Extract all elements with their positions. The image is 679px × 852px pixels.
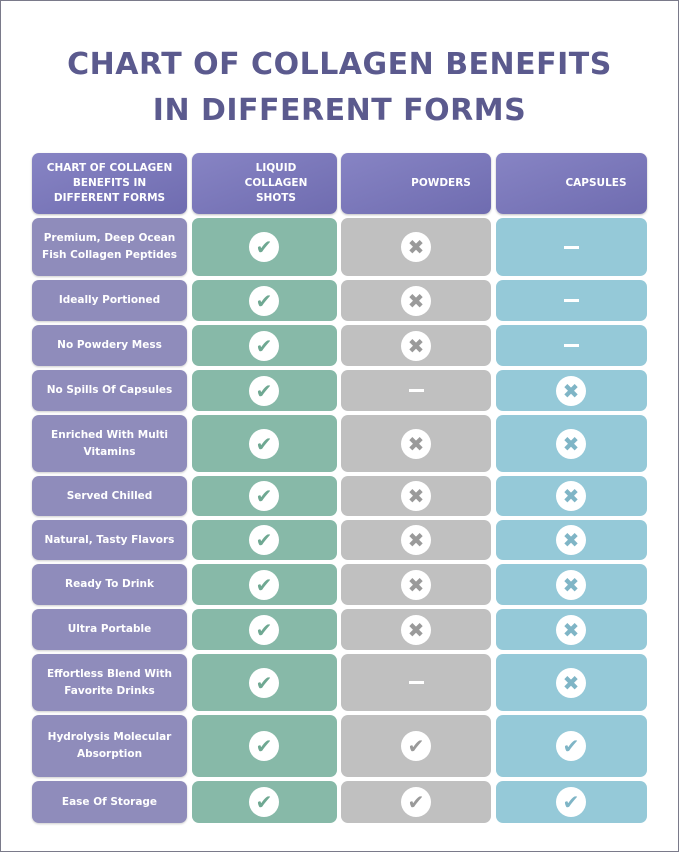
cross-icon: ✖ [401, 481, 431, 511]
cell-powders: ✖ [341, 476, 491, 516]
row-label: Served Chilled [32, 476, 187, 516]
dash-icon [563, 344, 579, 347]
row-label: Ultra Portable [32, 609, 187, 650]
cell-capsules [495, 218, 647, 276]
cell-capsules: ✔ [495, 781, 647, 823]
row-label: No Powdery Mess [32, 325, 187, 366]
cell-liquid: ✔ [191, 280, 337, 321]
cell-capsules: ✖ [495, 564, 647, 605]
cell-powders: ✖ [341, 415, 491, 472]
cell-capsules: ✖ [495, 415, 647, 472]
page-title: CHART OF COLLAGEN BENEFITS IN DIFFERENT … [0, 42, 679, 134]
check-icon: ✔ [249, 375, 279, 406]
cell-liquid: ✔ [191, 654, 337, 711]
header-benefits: CHART OF COLLAGEN BENEFITS IN DIFFERENT … [32, 153, 187, 214]
cell-capsules: ✖ [495, 476, 647, 516]
cell-capsules: ✖ [495, 370, 647, 411]
cell-powders: ✖ [341, 564, 491, 605]
cross-icon: ✖ [556, 614, 586, 645]
cell-powders: ✖ [341, 520, 491, 560]
cell-powders: ✖ [341, 218, 491, 276]
row-label: Ease Of Storage [32, 781, 187, 823]
row-label: Enriched With Multi Vitamins [32, 415, 187, 472]
dash-icon [408, 389, 424, 392]
cross-icon: ✖ [556, 428, 586, 459]
comparison-table: CHART OF COLLAGEN BENEFITS IN DIFFERENT … [32, 153, 647, 823]
cross-icon: ✖ [401, 525, 431, 555]
cell-powders: ✖ [341, 609, 491, 650]
row-label: No Spills Of Capsules [32, 370, 187, 411]
cell-liquid: ✔ [191, 370, 337, 411]
cell-capsules: ✖ [495, 654, 647, 711]
check-icon: ✔ [249, 525, 279, 555]
cross-icon: ✖ [556, 375, 586, 406]
check-icon: ✔ [249, 285, 279, 316]
cross-icon: ✖ [556, 569, 586, 600]
cell-capsules [495, 325, 647, 366]
dash-icon [563, 245, 579, 249]
cell-liquid: ✔ [191, 609, 337, 650]
row-label: Natural, Tasty Flavors [32, 520, 187, 560]
cell-powders: ✔ [341, 781, 491, 823]
cross-icon: ✖ [401, 614, 431, 645]
cell-liquid: ✔ [191, 520, 337, 560]
cell-powders: ✖ [341, 280, 491, 321]
cell-liquid: ✔ [191, 218, 337, 276]
row-label: Ideally Portioned [32, 280, 187, 321]
check-icon: ✔ [556, 787, 586, 817]
dash-icon [408, 681, 424, 684]
check-icon: ✔ [249, 428, 279, 459]
check-icon: ✔ [249, 731, 279, 761]
cross-icon: ✖ [401, 232, 431, 262]
title-line-2: IN DIFFERENT FORMS [152, 93, 527, 128]
cell-powders: ✔ [341, 715, 491, 777]
check-icon: ✔ [249, 667, 279, 698]
dash-icon [563, 299, 579, 302]
header-capsules: CAPSULES [495, 153, 647, 214]
cell-liquid: ✔ [191, 781, 337, 823]
check-icon: ✔ [249, 569, 279, 600]
cross-icon: ✖ [556, 525, 586, 555]
cell-powders [341, 370, 491, 411]
header-liquid-collagen-shots: LIQUID COLLAGEN SHOTS [191, 153, 337, 214]
cell-powders: ✖ [341, 325, 491, 366]
row-label: Ready To Drink [32, 564, 187, 605]
cell-powders [341, 654, 491, 711]
cell-capsules: ✔ [495, 715, 647, 777]
check-icon: ✔ [249, 481, 279, 511]
check-icon: ✔ [249, 330, 279, 361]
cell-capsules [495, 280, 647, 321]
title-line-1: CHART OF COLLAGEN BENEFITS [67, 47, 612, 82]
cross-icon: ✖ [401, 569, 431, 600]
cell-liquid: ✔ [191, 564, 337, 605]
check-icon: ✔ [249, 787, 279, 817]
row-label: Hydrolysis Molecular Absorption [32, 715, 187, 777]
cross-icon: ✖ [401, 428, 431, 459]
cross-icon: ✖ [401, 285, 431, 316]
cell-liquid: ✔ [191, 415, 337, 472]
cell-liquid: ✔ [191, 325, 337, 366]
cell-capsules: ✖ [495, 609, 647, 650]
check-icon: ✔ [401, 731, 431, 761]
cross-icon: ✖ [401, 330, 431, 361]
check-icon: ✔ [401, 787, 431, 817]
cross-icon: ✖ [556, 667, 586, 698]
header-powders: POWDERS [341, 153, 491, 214]
cross-icon: ✖ [556, 481, 586, 511]
cell-capsules: ✖ [495, 520, 647, 560]
check-icon: ✔ [249, 232, 279, 262]
check-icon: ✔ [249, 614, 279, 645]
cell-liquid: ✔ [191, 715, 337, 777]
check-icon: ✔ [556, 731, 586, 761]
row-label: Premium, Deep Ocean Fish Collagen Peptid… [32, 218, 187, 276]
cell-liquid: ✔ [191, 476, 337, 516]
row-label: Effortless Blend With Favorite Drinks [32, 654, 187, 711]
